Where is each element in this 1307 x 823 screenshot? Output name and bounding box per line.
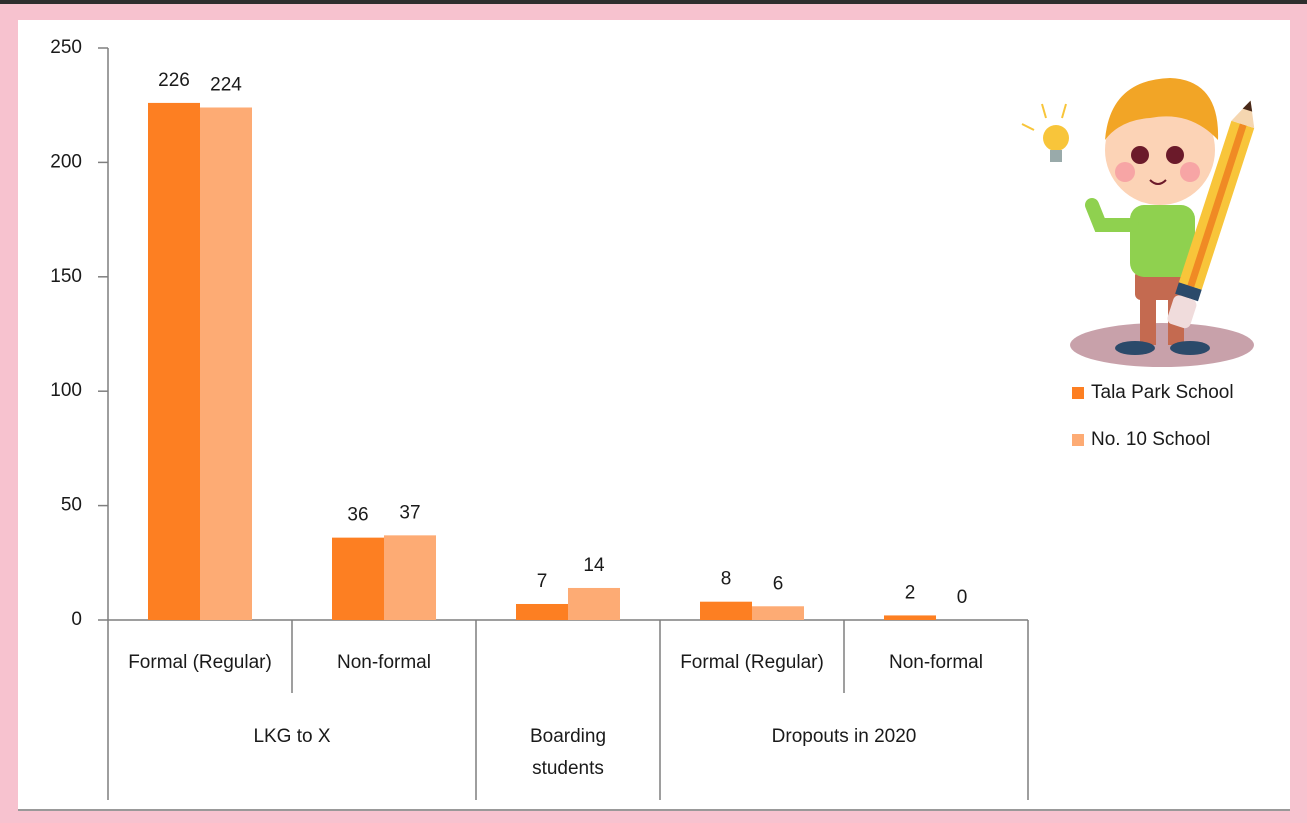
group-label: LKG to X	[253, 726, 331, 747]
bar	[200, 107, 252, 621]
bar	[700, 601, 752, 620]
y-tick-label: 150	[50, 266, 82, 287]
group-label: Boarding students	[529, 726, 607, 779]
data-label: 0	[957, 587, 968, 608]
data-label: 226	[158, 70, 190, 91]
x-tick-label: Non-formal	[337, 652, 431, 673]
illustration	[1021, 78, 1255, 367]
bar	[384, 535, 436, 620]
y-tick-label: 0	[71, 609, 82, 630]
data-label: 6	[773, 573, 784, 594]
data-label: 8	[721, 569, 732, 590]
data-label: 14	[583, 555, 605, 576]
legend-label: No. 10 School	[1091, 429, 1210, 450]
legend-swatch	[1072, 387, 1084, 399]
bar	[148, 102, 200, 621]
legend-swatch	[1072, 434, 1084, 446]
bar	[884, 615, 936, 620]
bar	[752, 606, 804, 620]
y-tick-label: 250	[50, 37, 82, 58]
bar	[516, 603, 568, 620]
x-tick-label: Formal (Regular)	[680, 652, 824, 673]
bar	[568, 587, 620, 620]
x-tick-label: Non-formal	[889, 652, 983, 673]
y-tick-label: 200	[50, 151, 82, 172]
data-label: 2	[905, 582, 916, 603]
y-tick-label: 50	[61, 495, 82, 516]
data-label: 7	[537, 571, 548, 592]
group-label: Dropouts in 2020	[771, 726, 917, 747]
bar	[332, 537, 384, 620]
y-tick-label: 100	[50, 380, 82, 401]
legend-label: Tala Park School	[1091, 382, 1234, 403]
x-tick-label: Formal (Regular)	[128, 652, 272, 673]
data-label: 37	[399, 502, 420, 523]
data-label: 36	[347, 505, 368, 526]
data-label: 224	[210, 75, 242, 96]
